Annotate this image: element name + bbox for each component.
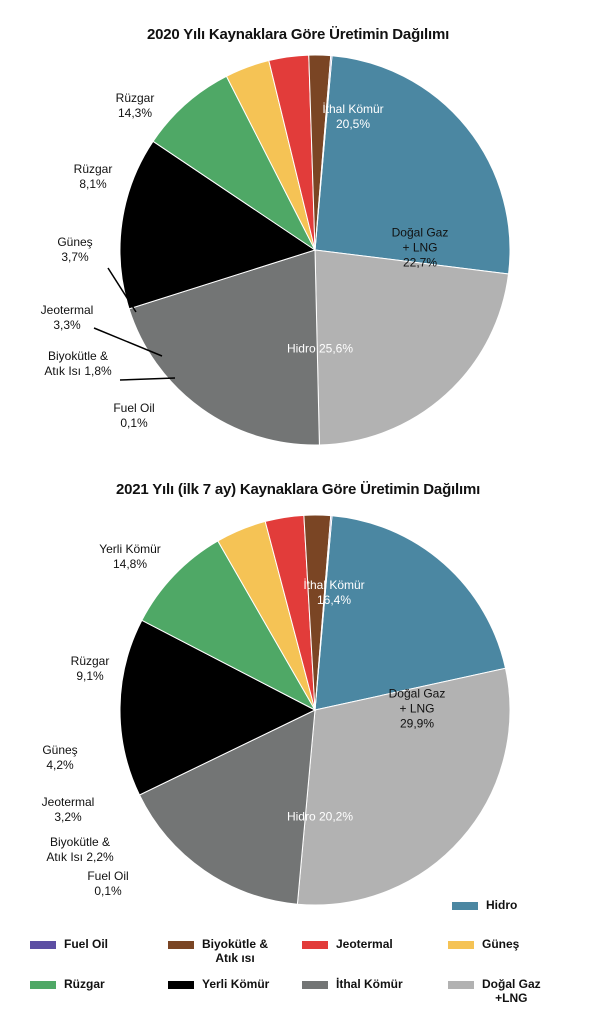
slice-label-jeotermal: Jeotermal 3,2%: [41, 795, 95, 824]
pie-slice-fueloil: [314, 515, 333, 711]
legend-swatch-jeotermal: [302, 941, 328, 949]
pie-slice-hidro: [314, 515, 507, 711]
legend-label-ruzgar: Rüzgar: [64, 977, 105, 991]
slice-label-yerli: Yerli Kömür 14,8%: [99, 542, 161, 571]
legend-item-biyokutle: Biyokütle & Atık ısı: [168, 937, 268, 965]
legend-swatch-hidro: [452, 902, 478, 910]
slice-label-biyokutle: Biyokütle & Atık Isı 2,2%: [46, 835, 114, 864]
legend-label-jeotermal: Jeotermal: [336, 937, 393, 951]
legend-item-fueloil: Fuel Oil: [30, 937, 108, 951]
legend-item-dogalgaz: Doğal Gaz +LNG: [448, 977, 541, 1005]
pie-slice-dogalgaz: [296, 667, 511, 906]
slice-label-hidro: Hidro 25,6%: [286, 341, 354, 356]
slice-label-dogalgaz: Doğal Gaz + LNG 29,9%: [388, 686, 446, 731]
legend-item-ithal: İthal Kömür: [302, 977, 403, 991]
pie-slice-ithal: [138, 709, 316, 905]
leader-line: [93, 327, 163, 357]
slice-label-fueloil: Fuel Oil 0,1%: [87, 869, 129, 898]
legend-label-biyokutle: Biyokütle & Atık ısı: [202, 937, 269, 965]
slice-label-ithal: İthal Kömür 16,4%: [303, 578, 365, 607]
legend-swatch-ithal: [302, 981, 328, 989]
slice-label-ruzgar: Rüzgar 9,1%: [70, 654, 110, 683]
legend-item-jeotermal: Jeotermal: [302, 937, 393, 951]
legend-item-ruzgar: Rüzgar: [30, 977, 105, 991]
chart-title-2020: 2020 Yılı Kaynaklara Göre Üretimin Dağıl…: [146, 26, 450, 43]
legend-swatch-dogalgaz: [448, 981, 474, 989]
legend-label-ithal: İthal Kömür: [336, 977, 403, 991]
leader-line: [107, 267, 137, 313]
pie-chart-2021: [119, 514, 511, 906]
slice-label-dogalgaz: Doğal Gaz + LNG 22,7%: [391, 225, 449, 270]
pie-slice-ruzgar: [152, 75, 317, 252]
slice-label-jeotermal: Jeotermal 3,3%: [40, 303, 94, 332]
legend-item-hidro: Hidro: [452, 898, 517, 912]
slice-label-gunes: Güneş 4,2%: [42, 743, 78, 772]
slice-label-fueloil: Fuel Oil 0,1%: [113, 401, 155, 430]
slice-label-hidro: Hidro 20,2%: [286, 809, 354, 824]
legend-label-gunes: Güneş: [482, 937, 520, 951]
legend-swatch-gunes: [448, 941, 474, 949]
pie-slice-hidro: [314, 55, 511, 275]
slice-label-ruzgar: Rüzgar 8,1%: [73, 162, 113, 191]
legend-label-fueloil: Fuel Oil: [64, 937, 109, 951]
slice-label-yerli: Rüzgar 14,3%: [115, 91, 155, 120]
legend-swatch-fueloil: [30, 941, 56, 949]
pie-slice-dogalgaz: [314, 249, 510, 446]
legend-label-hidro: Hidro: [486, 898, 518, 912]
legend-item-gunes: Güneş: [448, 937, 519, 951]
slice-label-gunes: Güneş 3,7%: [57, 235, 93, 264]
slice-label-ithal: İthal Kömür 20,5%: [322, 102, 384, 131]
pie-slice-ruzgar: [141, 540, 317, 712]
slice-label-biyokutle: Biyokütle & Atık Isı 1,8%: [44, 349, 112, 378]
legend-swatch-ruzgar: [30, 981, 56, 989]
legend-swatch-yerli: [168, 981, 194, 989]
legend-item-yerli: Yerli Kömür: [168, 977, 269, 991]
legend-label-yerli: Yerli Kömür: [202, 977, 270, 991]
pie-slice-fueloil: [314, 55, 333, 251]
leader-lines: [93, 267, 176, 381]
chart-title-2021: 2021 Yılı (ilk 7 ay) Kaynaklara Göre Üre…: [115, 481, 481, 498]
pie-slice-yerli: [119, 619, 317, 796]
pie-chart-2020: [119, 54, 511, 446]
legend-label-dogalgaz: Doğal Gaz +LNG: [482, 977, 541, 1005]
pie-slice-ithal: [128, 249, 320, 446]
legend-swatch-biyokutle: [168, 941, 194, 949]
leader-line: [119, 377, 176, 381]
